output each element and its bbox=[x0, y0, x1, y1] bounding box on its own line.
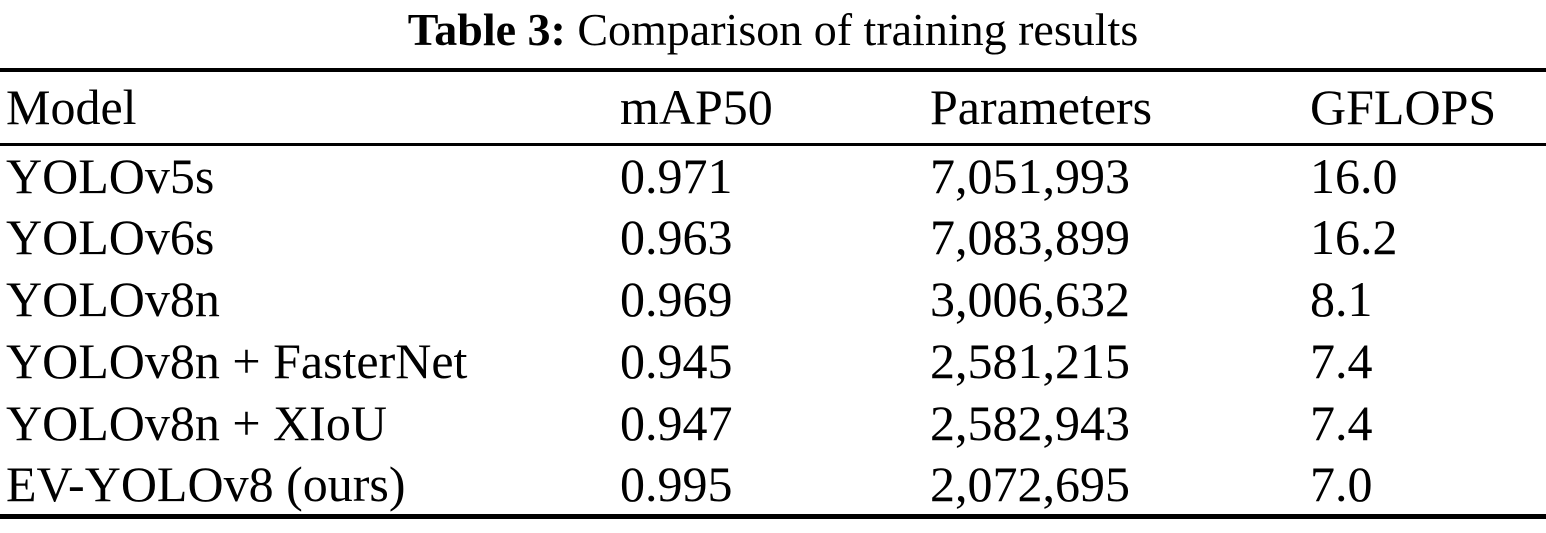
column-header-parameters: Parameters bbox=[930, 79, 1153, 136]
cell-map50: 0.945 bbox=[620, 333, 733, 389]
cell-map50: 0.963 bbox=[620, 209, 733, 265]
cell-gflops: 8.1 bbox=[1310, 271, 1373, 327]
table-row: YOLOv6s 0.963 7,083,899 16.2 bbox=[0, 206, 1546, 268]
cell-gflops: 7.4 bbox=[1310, 395, 1373, 451]
cell-model: YOLOv8n + FasterNet bbox=[6, 333, 468, 389]
results-table: Model mAP50 Parameters GFLOPS YOLOv5s 0.… bbox=[0, 68, 1546, 519]
table-header-row: Model mAP50 Parameters GFLOPS bbox=[0, 70, 1546, 144]
cell-gflops: 7.4 bbox=[1310, 333, 1373, 389]
column-header-map50: mAP50 bbox=[620, 79, 773, 136]
cell-map50: 0.995 bbox=[620, 455, 733, 512]
cell-parameters: 7,083,899 bbox=[930, 209, 1130, 265]
cell-model: YOLOv5s bbox=[6, 147, 215, 204]
cell-map50: 0.947 bbox=[620, 395, 733, 451]
cell-parameters: 2,582,943 bbox=[930, 395, 1130, 451]
cell-map50: 0.969 bbox=[620, 271, 733, 327]
table-row: EV-YOLOv8 (ours) 0.995 2,072,695 7.0 bbox=[0, 454, 1546, 516]
column-header-model: Model bbox=[6, 79, 137, 136]
cell-model: YOLOv8n bbox=[6, 271, 220, 327]
cell-parameters: 7,051,993 bbox=[930, 147, 1130, 204]
table-row: YOLOv5s 0.971 7,051,993 16.0 bbox=[0, 144, 1546, 206]
cell-gflops: 16.0 bbox=[1310, 147, 1398, 204]
cell-model: EV-YOLOv8 (ours) bbox=[6, 455, 406, 512]
cell-gflops: 7.0 bbox=[1310, 455, 1373, 512]
cell-parameters: 3,006,632 bbox=[930, 271, 1130, 327]
table-caption-label: Table 3: bbox=[407, 4, 566, 55]
cell-model: YOLOv8n + XIoU bbox=[6, 395, 387, 451]
cell-parameters: 2,581,215 bbox=[930, 333, 1130, 389]
table-caption-text: Comparison of training results bbox=[577, 4, 1139, 55]
table-row: YOLOv8n 0.969 3,006,632 8.1 bbox=[0, 268, 1546, 330]
cell-map50: 0.971 bbox=[620, 147, 733, 204]
table-row: YOLOv8n + XIoU 0.947 2,582,943 7.4 bbox=[0, 392, 1546, 454]
cell-gflops: 16.2 bbox=[1310, 209, 1398, 265]
cell-parameters: 2,072,695 bbox=[930, 455, 1130, 512]
cell-model: YOLOv6s bbox=[6, 209, 215, 265]
table-row: YOLOv8n + FasterNet 0.945 2,581,215 7.4 bbox=[0, 330, 1546, 392]
table-caption: Table 3: Comparison of training results bbox=[0, 0, 1546, 68]
column-header-gflops: GFLOPS bbox=[1310, 79, 1497, 136]
